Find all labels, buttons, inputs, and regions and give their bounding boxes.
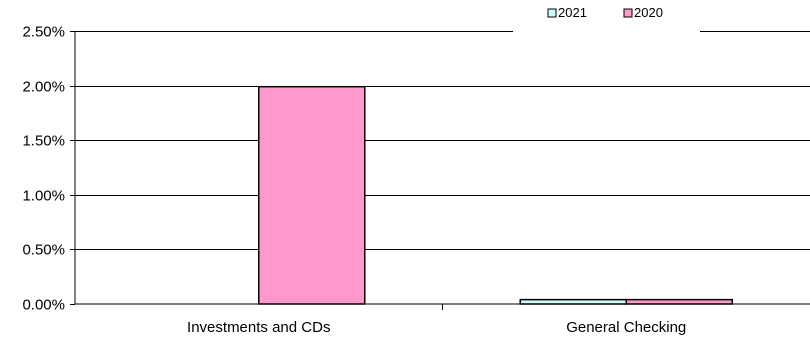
bar-2021-1 bbox=[519, 298, 627, 305]
legend-swatch-2020 bbox=[623, 8, 633, 18]
y-tick-label: 2.00% bbox=[22, 79, 65, 96]
y-tick-label: 1.00% bbox=[22, 188, 65, 205]
y-tick-labels: 0.00% 0.50% 1.00% 1.50% 2.00% 2.50% bbox=[22, 24, 75, 314]
legend-label-2020: 2020 bbox=[634, 5, 663, 20]
bar-2020-1 bbox=[625, 298, 733, 305]
axes bbox=[74, 31, 810, 305]
y-tick-label: 0.50% bbox=[22, 242, 65, 259]
bar-2020-0 bbox=[258, 85, 366, 305]
legend: 2021 2020 bbox=[547, 5, 663, 20]
gridlines bbox=[75, 31, 810, 250]
x-tick-label: Investments and CDs bbox=[187, 319, 330, 336]
y-tick-label: 2.50% bbox=[22, 24, 65, 41]
y-tick-label: 1.50% bbox=[22, 133, 65, 150]
legend-swatch-2021 bbox=[547, 8, 557, 18]
legend-label-2021: 2021 bbox=[558, 5, 587, 20]
x-tick-label: General Checking bbox=[566, 319, 686, 336]
x-tick-labels: Investments and CDs General Checking bbox=[187, 304, 686, 336]
y-tick-label: 0.00% bbox=[22, 297, 65, 314]
